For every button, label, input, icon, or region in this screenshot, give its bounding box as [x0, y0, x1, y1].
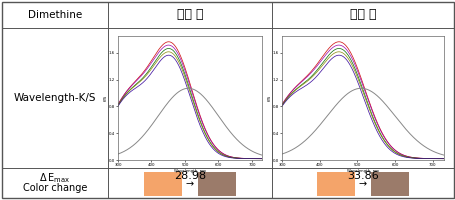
Bar: [197, 172, 236, 196]
Bar: [370, 172, 408, 196]
Text: $\Delta\,\mathrm{E_{max}}$: $\Delta\,\mathrm{E_{max}}$: [39, 171, 71, 185]
Text: 28.98: 28.98: [173, 171, 206, 181]
Text: →: →: [358, 179, 366, 189]
Text: Color change: Color change: [23, 183, 87, 193]
Bar: [144, 172, 182, 196]
X-axis label: Wavelength, nm: Wavelength, nm: [174, 169, 206, 173]
Text: 가공 전: 가공 전: [177, 8, 203, 21]
Text: Wavelength-K/S: Wavelength-K/S: [14, 93, 96, 103]
X-axis label: Wavelength, nm: Wavelength, nm: [346, 169, 378, 173]
Text: 33.86: 33.86: [346, 171, 378, 181]
Text: Dimethine: Dimethine: [28, 10, 82, 20]
Y-axis label: K/S: K/S: [103, 95, 107, 101]
Text: →: →: [186, 179, 194, 189]
Y-axis label: K/S: K/S: [267, 95, 271, 101]
Bar: [316, 172, 354, 196]
Text: 가공 후: 가공 후: [349, 8, 375, 21]
